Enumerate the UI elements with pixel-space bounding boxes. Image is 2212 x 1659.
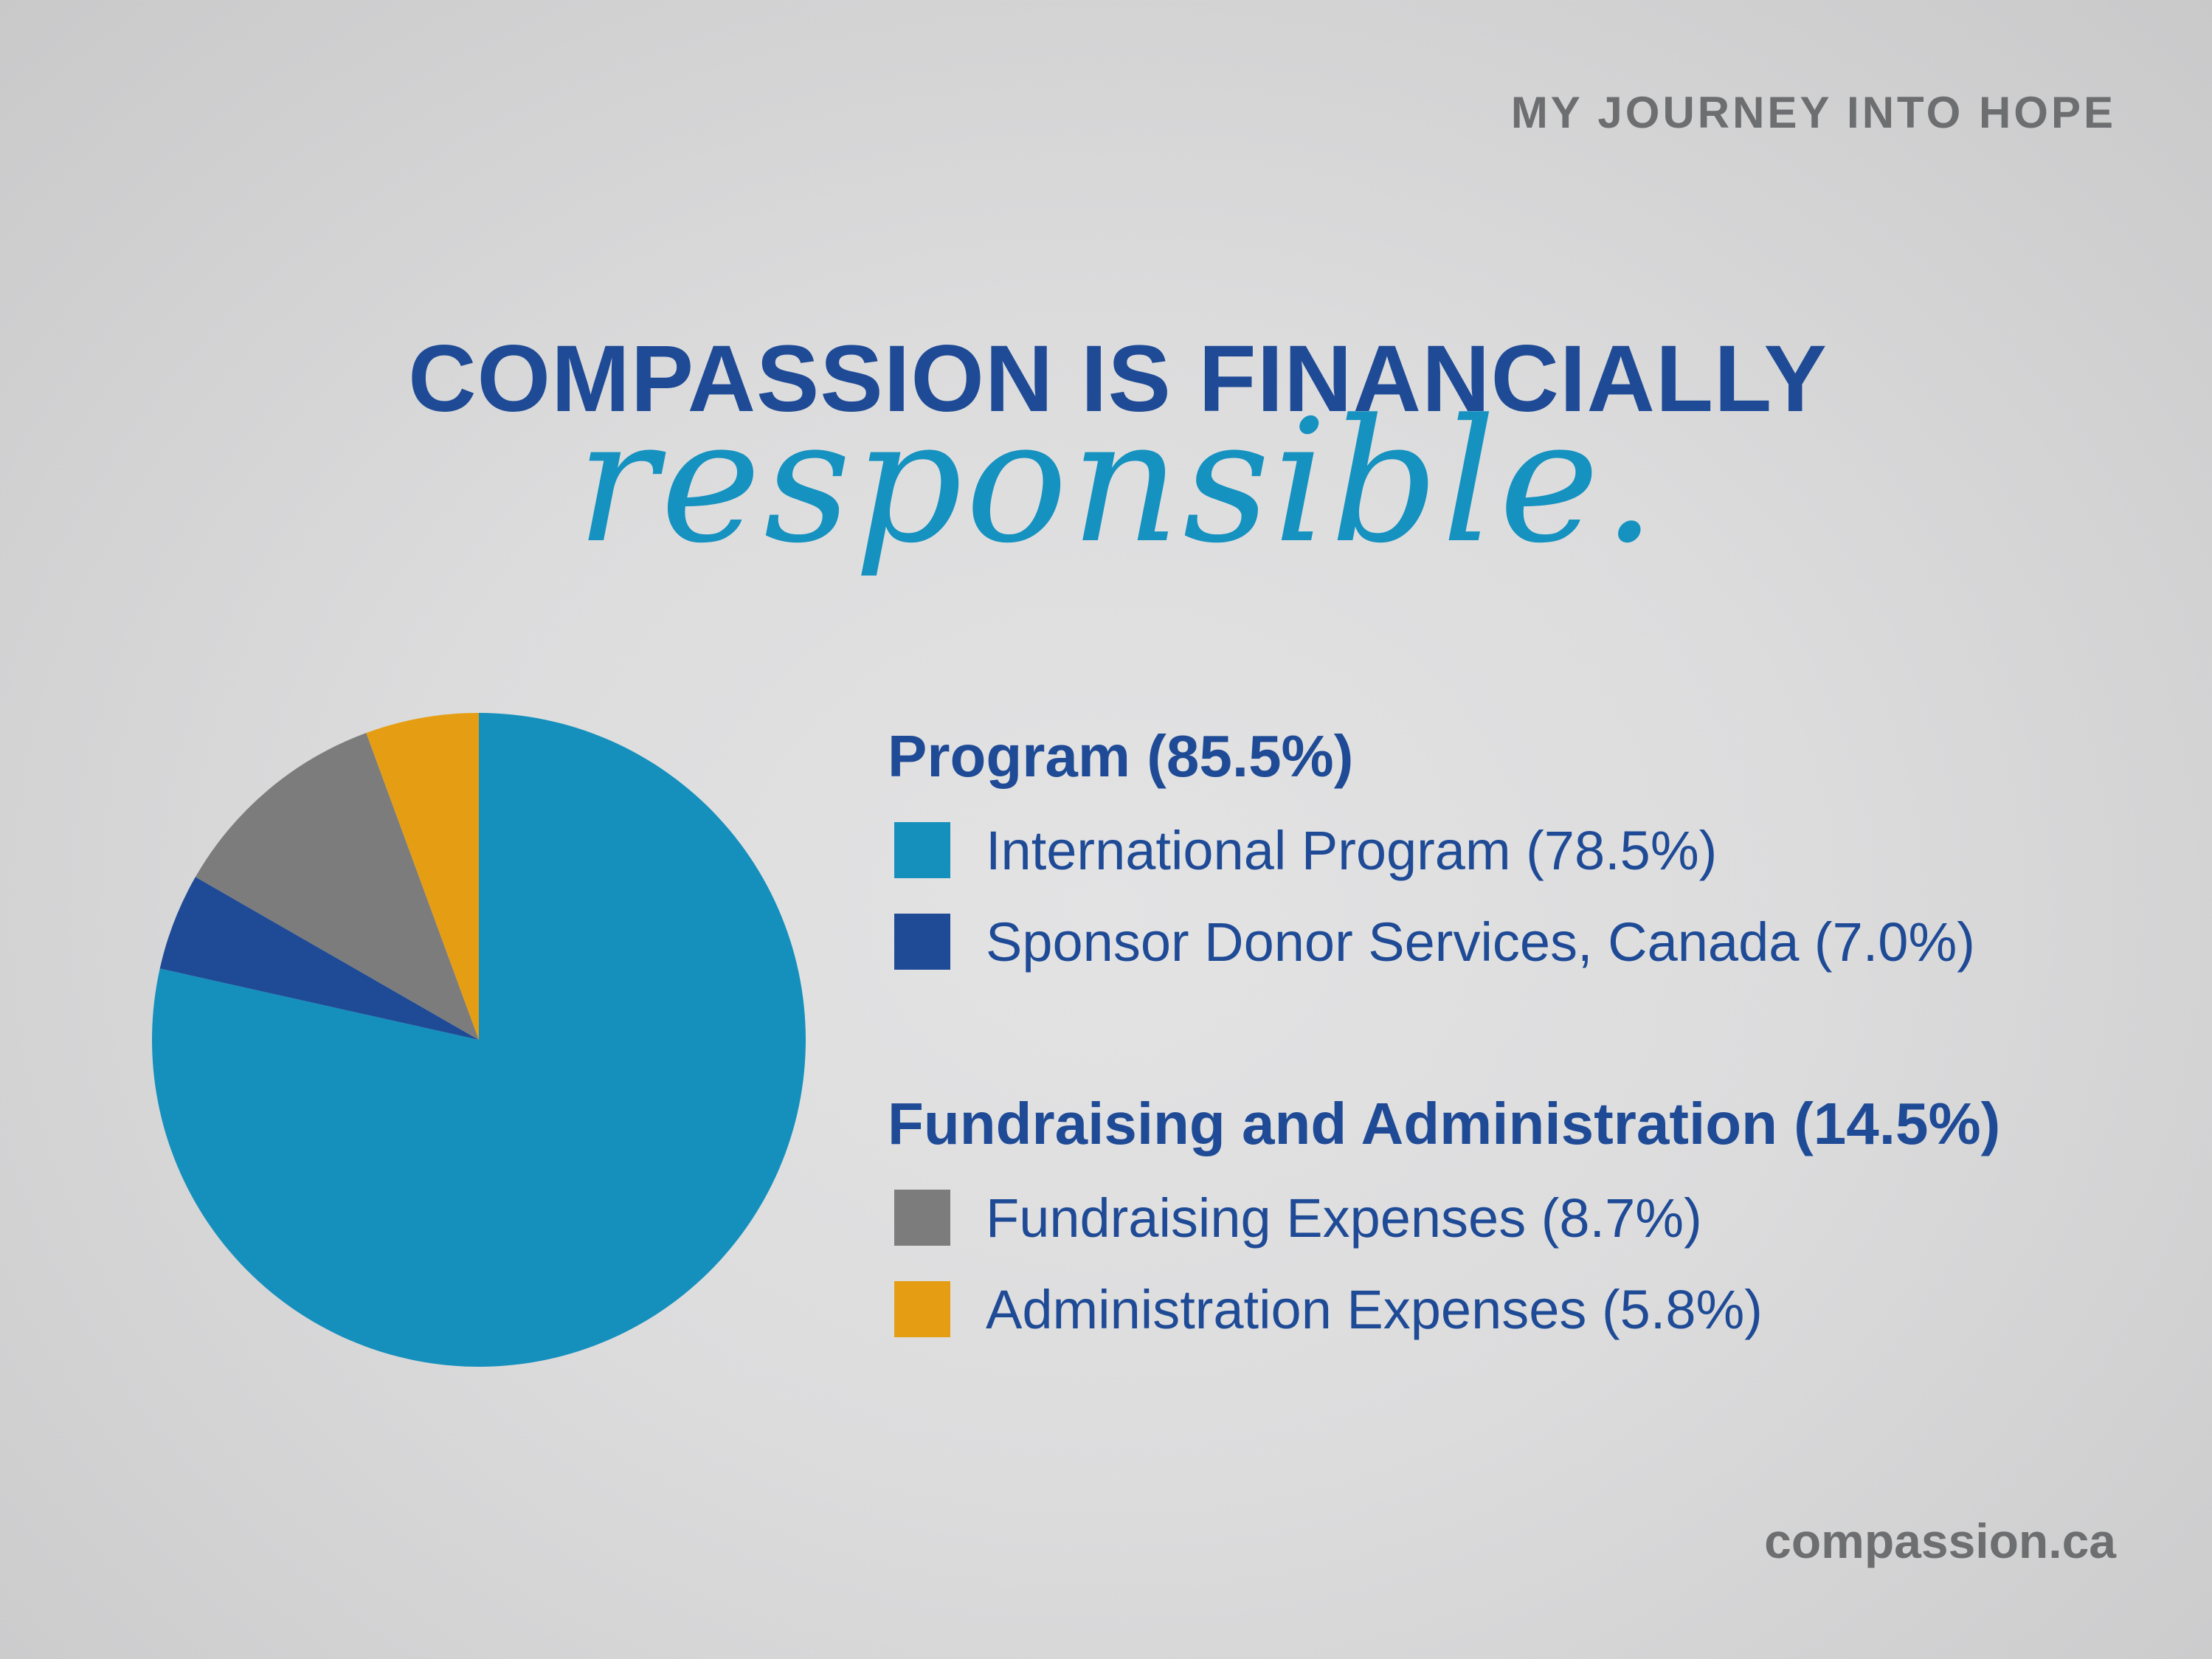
- legend-swatch: [894, 822, 950, 878]
- legend-item-international-program: International Program (78.5%): [888, 804, 2000, 896]
- title-script-word: responsible.: [576, 384, 1659, 581]
- legend-swatch: [894, 914, 950, 970]
- pie-slice-international-program: [151, 713, 806, 1367]
- pie-slice-fundraising-expenses: [195, 733, 479, 1040]
- legend-swatch: [894, 1281, 950, 1337]
- legend-group-title: Fundraising and Administration (14.5%): [888, 1091, 2001, 1156]
- legend-item-label: International Program (78.5%): [986, 819, 1718, 881]
- legend-swatch: [894, 1190, 950, 1246]
- page-title: COMPASSION IS FINANCIALLY: [408, 326, 1828, 432]
- legend-group-program: Program (85.5%) International Program (7…: [888, 708, 2000, 987]
- pie-slice-administration-expenses: [366, 713, 479, 1040]
- legend-item-label: Fundraising Expenses (8.7%): [986, 1187, 1702, 1249]
- pie-slice-sponsor-donor-services-canada: [159, 877, 479, 1040]
- legend-item-fundraising-expenses: Fundraising Expenses (8.7%): [888, 1172, 2000, 1263]
- legend-item-label: Administration Expenses (5.8%): [986, 1278, 1763, 1340]
- series-title: MY JOURNEY INTO HOPE: [1510, 88, 2116, 137]
- legend-group-title: Program (85.5%): [888, 723, 1354, 789]
- website-url: compassion.ca: [1764, 1514, 2116, 1568]
- legend-item-label: Sponsor Donor Services, Canada (7.0%): [986, 911, 1975, 973]
- chart-legend: Program (85.5%) International Program (7…: [888, 708, 2000, 1355]
- legend-item-sponsor-donor-services: Sponsor Donor Services, Canada (7.0%): [888, 896, 2000, 987]
- legend-group-fundraising-administration: Fundraising and Administration (14.5%) F…: [888, 1076, 2000, 1355]
- legend-item-administration-expenses: Administration Expenses (5.8%): [888, 1263, 2000, 1355]
